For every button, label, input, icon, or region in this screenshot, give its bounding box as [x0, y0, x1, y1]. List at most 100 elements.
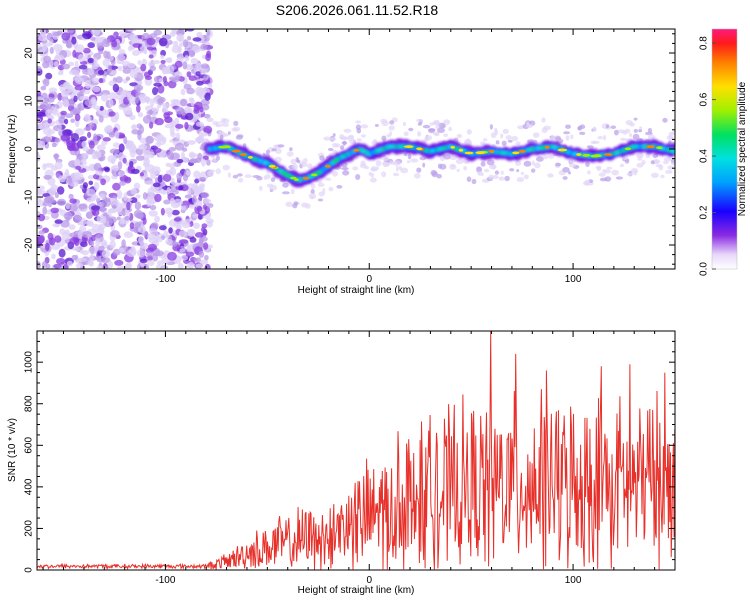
spectrogram-noise-blob	[83, 127, 92, 131]
spectrogram-noise-blob	[488, 174, 494, 180]
spectrogram-noise-blob	[74, 85, 84, 91]
spectrogram-hotspot	[576, 153, 582, 156]
spectrogram-hotspot	[404, 145, 414, 149]
spectrogram-hotspot	[649, 145, 655, 149]
spectrogram-noise-blob	[555, 162, 561, 167]
spectrogram-noise-blob	[79, 249, 85, 255]
spectrogram-noise-blob	[78, 64, 88, 70]
spectrogram-noise-blob	[536, 156, 544, 162]
spectrogram-noise-blob	[237, 173, 243, 177]
spectrogram-noise-blob	[137, 225, 146, 234]
spectrogram-hotspot	[416, 147, 423, 151]
spectrogram-noise-blob	[69, 237, 79, 245]
spectrogram-noise-blob	[356, 138, 362, 142]
spectrogram-noise-blob	[71, 142, 80, 152]
spectrogram-noise-blob	[48, 237, 56, 246]
spectrogram-noise-blob	[57, 123, 62, 132]
spectrogram-noise-blob	[360, 134, 367, 138]
spectrogram-noise-blob	[464, 138, 472, 145]
y-tick-label: -20	[24, 237, 35, 252]
spectrogram-noise-blob	[198, 131, 204, 139]
spectrogram-noise-blob	[60, 90, 70, 98]
spectrogram-noise-blob	[541, 127, 548, 134]
spectrogram-noise-blob	[655, 164, 663, 168]
spectrogram-noise-blob	[119, 180, 126, 186]
spectrogram-noise-blob	[47, 118, 52, 124]
spectrogram-noise-blob	[334, 143, 341, 148]
spectrogram-noise-blob	[73, 95, 78, 103]
colorbar-gradient	[712, 29, 737, 269]
spectrogram-noise-blob	[408, 127, 414, 132]
y-tick-label: 600	[24, 437, 35, 454]
spectrogram-noise-blob	[203, 125, 213, 134]
spectrogram-hotspot	[582, 154, 591, 157]
spectrogram-noise-blob	[56, 30, 63, 36]
spectrogram-noise-blob	[144, 75, 152, 81]
spectrogram-noise-blob	[285, 201, 293, 208]
spectrogram-noise-blob	[175, 123, 184, 129]
spectrogram-noise-blob	[215, 168, 221, 175]
spectrogram-noise-blob	[614, 129, 619, 136]
spectrogram-noise-blob	[492, 175, 499, 179]
spectrogram-noise-blob	[562, 176, 568, 180]
spectrogram-noise-blob	[116, 54, 126, 61]
spectrogram-noise-blob	[170, 131, 176, 138]
spectrogram-noise-blob	[219, 120, 226, 124]
colorbar-tick-label: 0.0	[699, 262, 710, 276]
spectrogram-noise-blob	[602, 135, 607, 141]
spectrogram-noise-blob	[108, 99, 114, 108]
colorbar: 0.0 0.2 0.4 0.6 0.8 Normalized spectral ampl…	[699, 28, 748, 276]
spectrogram-noise-blob	[130, 197, 138, 204]
spectrogram-noise-blob	[91, 29, 101, 36]
spectrogram-noise-blob	[154, 250, 164, 257]
spectrogram-noise-blob	[59, 84, 65, 92]
spectrogram-noise-blob	[129, 69, 138, 79]
spectrogram-noise-blob	[77, 54, 85, 63]
x-tick-label: 100	[565, 274, 582, 285]
spectrogram-noise-blob	[196, 80, 204, 86]
spectrogram-noise-blob	[78, 203, 88, 210]
spectrogram-noise-blob	[639, 126, 643, 130]
spectrogram-noise-blob	[45, 195, 55, 203]
spectrogram-noise-blob	[119, 247, 125, 253]
spectrogram-noise-blob	[62, 82, 70, 89]
spectrogram-noise-blob	[507, 139, 513, 143]
spectrogram-noise-blob	[565, 135, 570, 141]
spectrogram-noise-blob	[587, 170, 591, 175]
spectrogram-noise-blob	[188, 50, 196, 58]
spectrogram-noise-blob	[73, 214, 82, 223]
spectrogram-noise-blob	[171, 45, 182, 54]
spectrogram-noise-blob	[291, 163, 298, 170]
spectrogram-noise-blob	[74, 172, 84, 181]
spectrogram-noise-blob	[448, 126, 453, 132]
spectrogram-noise-blob	[107, 260, 114, 269]
spectrogram-noise-blob	[500, 133, 504, 139]
spectrogram-noise-blob	[417, 131, 422, 137]
spectrogram-noise-blob	[157, 174, 163, 183]
spectrogram-noise-blob	[132, 38, 143, 44]
spectrogram-noise-blob	[252, 175, 261, 178]
spectrogram-noise-blob	[57, 70, 64, 76]
spectrogram-noise-blob	[185, 218, 192, 223]
spectrogram-noise-blob	[87, 57, 95, 64]
spectrogram-noise-blob	[68, 69, 79, 76]
spectrogram-noise-blob	[168, 147, 176, 152]
spectrogram-noise-blob	[127, 165, 133, 172]
spectrogram-noise-blob	[91, 223, 101, 233]
x-tick-label: -100	[155, 575, 175, 586]
spectrogram-noise-blob	[92, 86, 101, 93]
spectrogram-noise-blob	[206, 220, 213, 228]
spectrogram-noise-blob	[174, 142, 185, 151]
spectrogram-noise-blob	[340, 136, 348, 140]
spectrogram-noise-blob	[68, 193, 74, 200]
spectrogram-hotspot	[324, 164, 331, 168]
spectrogram-noise-blob	[127, 93, 132, 101]
spectrogram-noise-blob	[45, 72, 53, 80]
spectrogram-noise-blob	[319, 155, 325, 161]
spectrogram-noise-blob	[615, 176, 624, 180]
spectrogram-noise-blob	[63, 212, 73, 221]
spectrogram-noise-blob	[186, 244, 191, 253]
spectrogram-noise-blob	[604, 176, 612, 182]
spectrogram-noise-blob	[48, 187, 56, 196]
spectrogram-noise-blob	[290, 188, 295, 195]
